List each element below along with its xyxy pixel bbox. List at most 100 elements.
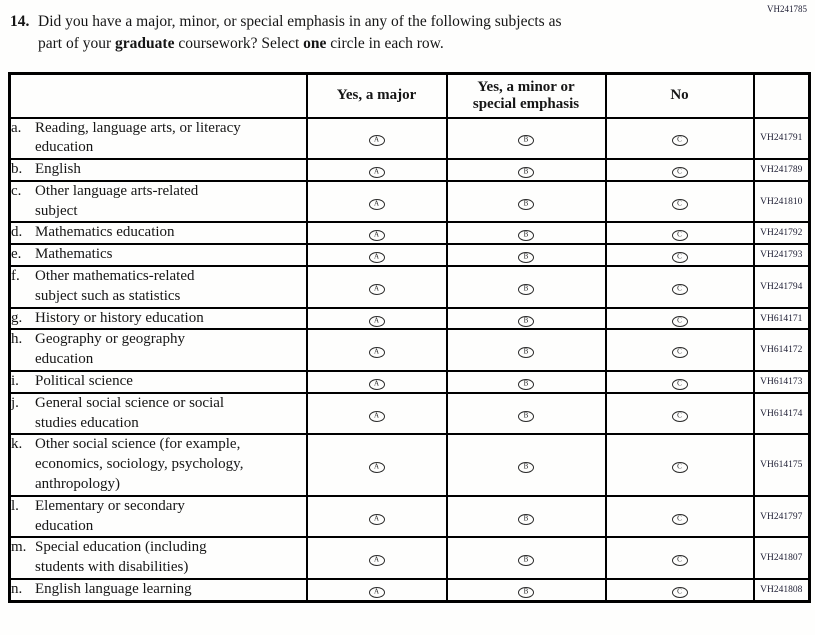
option-bubble-a[interactable]: A [368, 315, 385, 327]
column-header: No [604, 72, 755, 119]
row-letter: b. [11, 161, 23, 178]
row-letter: j. [11, 394, 19, 411]
option-bubble-c[interactable]: C [671, 166, 688, 178]
row-subject-line: education [35, 351, 94, 368]
bubble-letter: B [523, 587, 529, 596]
option-cell-c: C [604, 536, 755, 581]
option-bubble-c[interactable]: C [671, 230, 688, 242]
option-bubble-c[interactable]: C [671, 283, 688, 295]
table-row: m. Special education (including students w… [8, 536, 811, 581]
option-bubble-a[interactable]: A [368, 378, 385, 390]
option-bubble-c[interactable]: C [671, 378, 688, 390]
option-bubble-c[interactable]: C [671, 586, 688, 598]
option-bubble-b[interactable]: B [518, 230, 534, 242]
option-bubble-b[interactable]: B [518, 135, 534, 147]
option-cell-a: A [305, 221, 448, 246]
option-bubble-a[interactable]: A [368, 230, 385, 242]
option-bubble-b[interactable]: B [518, 315, 534, 327]
row-subject: English [35, 160, 306, 180]
bubble-letter: A [373, 252, 380, 261]
row-subject-line: Other mathematics-related [35, 268, 195, 285]
option-bubble-b[interactable]: B [518, 347, 534, 359]
option-cell-a: A [305, 179, 448, 224]
table-row: j. General social science or social studie… [8, 391, 811, 436]
option-bubble-b[interactable]: B [518, 513, 534, 525]
subject-wrap: a. Reading, language arts, or literacy edu… [11, 119, 306, 159]
question-14: 14. Did you have a major, minor, or spec… [10, 11, 770, 55]
row-code: VH614171 [752, 306, 811, 331]
option-bubble-b[interactable]: B [518, 586, 534, 598]
option-bubble-a[interactable]: A [368, 586, 385, 598]
option-bubble-c[interactable]: C [671, 347, 688, 359]
row-subject: Special education (including students wit… [35, 538, 306, 578]
option-bubble-c[interactable]: C [671, 462, 688, 474]
option-bubble-c[interactable]: C [671, 315, 688, 327]
row-subject-line: English language learning [35, 581, 192, 598]
option-bubble-a[interactable]: A [368, 462, 385, 474]
option-bubble-a[interactable]: A [368, 555, 385, 567]
row-subject: Mathematics [35, 245, 306, 265]
row-subject: Mathematics education [35, 223, 306, 243]
option-bubble-c[interactable]: C [671, 252, 688, 264]
option-bubble-a[interactable]: A [368, 283, 385, 295]
option-bubble-c[interactable]: C [671, 135, 688, 147]
question-text-segment: coursework? Select [174, 35, 304, 52]
subject-wrap: d. Mathematics education [11, 223, 306, 243]
option-bubble-b[interactable]: B [518, 166, 534, 178]
option-bubble-c[interactable]: C [671, 513, 688, 525]
row-subject: Geography or geography education [35, 330, 306, 370]
option-bubble-b[interactable]: B [518, 410, 534, 422]
subject-cell: d. Mathematics education [8, 221, 308, 246]
row-code: VH614173 [752, 370, 811, 394]
bubble-letter: B [523, 199, 529, 208]
option-bubble-b[interactable]: B [518, 198, 534, 210]
row-subject: Other language arts-related subject [35, 182, 306, 222]
row-code: VH241792 [752, 221, 811, 246]
row-subject-line: Political science [35, 373, 133, 390]
option-bubble-c[interactable]: C [671, 555, 688, 567]
bubble-letter: A [373, 135, 380, 144]
option-bubble-b[interactable]: B [518, 283, 534, 295]
bubble-letter: A [373, 379, 380, 388]
option-bubble-a[interactable]: A [368, 135, 385, 147]
subject-cell: j. General social science or social studie… [8, 391, 308, 436]
row-letter: l. [11, 497, 19, 514]
option-cell-a: A [305, 578, 448, 603]
option-bubble-b[interactable]: B [518, 555, 534, 567]
option-bubble-c[interactable]: C [671, 198, 688, 210]
option-bubble-a[interactable]: A [368, 347, 385, 359]
option-bubble-a[interactable]: A [368, 513, 385, 525]
row-code: VH241793 [752, 243, 811, 268]
option-bubble-a[interactable]: A [368, 410, 385, 422]
option-cell-b: B [445, 391, 607, 436]
option-bubble-b[interactable]: B [518, 462, 534, 474]
row-subject-line: subject [35, 202, 78, 219]
question-number: 14. [10, 13, 30, 30]
bubble-letter: B [523, 555, 529, 564]
column-header-line: special emphasis [472, 95, 580, 112]
option-bubble-c[interactable]: C [671, 410, 688, 422]
option-bubble-b[interactable]: B [518, 378, 534, 390]
option-cell-a: A [305, 306, 448, 331]
bubble-letter: C [677, 167, 682, 176]
row-code: VH241794 [752, 265, 811, 309]
bubble-letter: C [677, 284, 682, 293]
bubble-letter: A [373, 462, 380, 471]
row-subject-line: Mathematics [35, 246, 113, 263]
option-cell-b: B [445, 265, 607, 309]
row-code: VH241808 [752, 578, 811, 603]
subject-wrap: l. Elementary or secondary education [11, 497, 306, 537]
option-bubble-a[interactable]: A [368, 252, 385, 264]
option-cell-b: B [445, 370, 607, 394]
option-cell-c: C [604, 494, 755, 539]
option-cell-c: C [604, 221, 755, 246]
question-text-segment: Did you have a major, minor, or special … [38, 13, 562, 30]
bubble-letter: B [523, 284, 529, 293]
subject-wrap: e. Mathematics [11, 245, 306, 265]
row-subject-line: Elementary or secondary [35, 497, 185, 514]
option-bubble-b[interactable]: B [518, 252, 534, 264]
option-bubble-a[interactable]: A [368, 198, 385, 210]
option-bubble-a[interactable]: A [368, 166, 385, 178]
subject-wrap: j. General social science or social studie… [11, 394, 306, 434]
option-cell-a: A [305, 116, 448, 161]
